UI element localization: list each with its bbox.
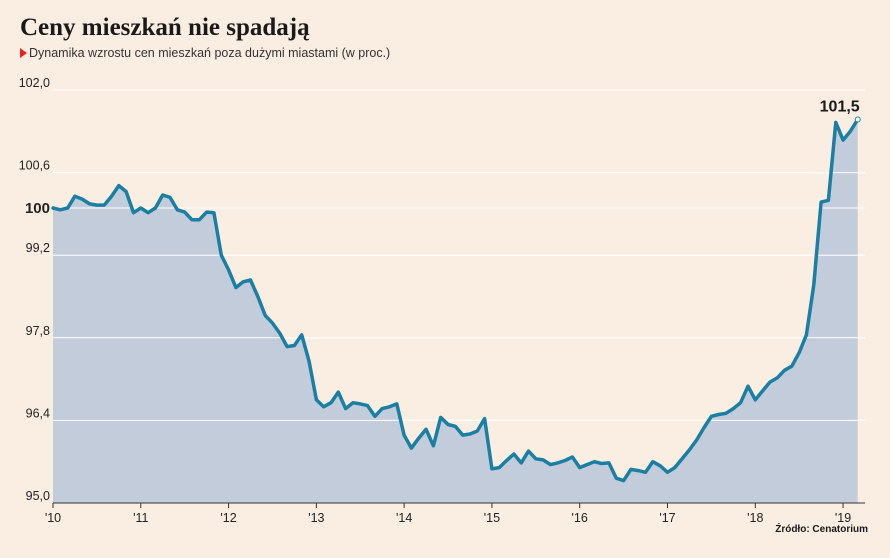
gridlines-overlay (53, 89, 865, 421)
end-point-dot (854, 116, 861, 123)
series-line (51, 117, 860, 483)
y-tick-label-6: 102,0 (19, 76, 50, 90)
x-tick-label-2: '12 (220, 511, 236, 525)
x-tick-label-1: '11 (133, 511, 148, 525)
y-tick-label-0: 95,0 (26, 489, 50, 503)
x-axis-ticks: '10 '11 '12 '13 '14 '15 '16 '17 '18 '19 (45, 503, 851, 525)
chart-subtitle: Dynamika wzrostu cen mieszkań poza dużym… (20, 46, 390, 60)
y-tick-label-3: 99,2 (26, 241, 50, 255)
x-tick-label-0: '10 (45, 511, 61, 525)
x-tick-label-8: '18 (747, 511, 763, 525)
x-tick-label-9: '19 (835, 511, 851, 525)
source-note: Źródło: Cenatorium (775, 524, 868, 535)
x-tick-label-3: '13 (308, 511, 324, 525)
y-tick-label-2: 97,8 (26, 324, 50, 338)
end-point-group: 101,5 (820, 99, 861, 123)
y-tick-label-1: 96,4 (26, 406, 50, 420)
x-tick-label-4: '14 (396, 511, 412, 525)
x-tick-label-5: '15 (484, 511, 500, 525)
end-value-label: 101,5 (820, 99, 860, 116)
red-triangle-marker-icon (20, 48, 27, 58)
y-tick-label-4: 100 (25, 200, 50, 217)
area-fill (53, 119, 858, 503)
x-tick-label-7: '17 (659, 511, 675, 525)
y-axis-ticks: 95,0 96,4 97,8 99,2 100 100,6 102,0 (19, 76, 50, 503)
chart-subtitle-text: Dynamika wzrostu cen mieszkań poza dużym… (29, 46, 391, 60)
y-tick-label-5: 100,6 (19, 159, 50, 173)
x-tick-label-6: '16 (572, 511, 588, 525)
chart-title: Ceny mieszkań nie spadają (20, 14, 310, 41)
